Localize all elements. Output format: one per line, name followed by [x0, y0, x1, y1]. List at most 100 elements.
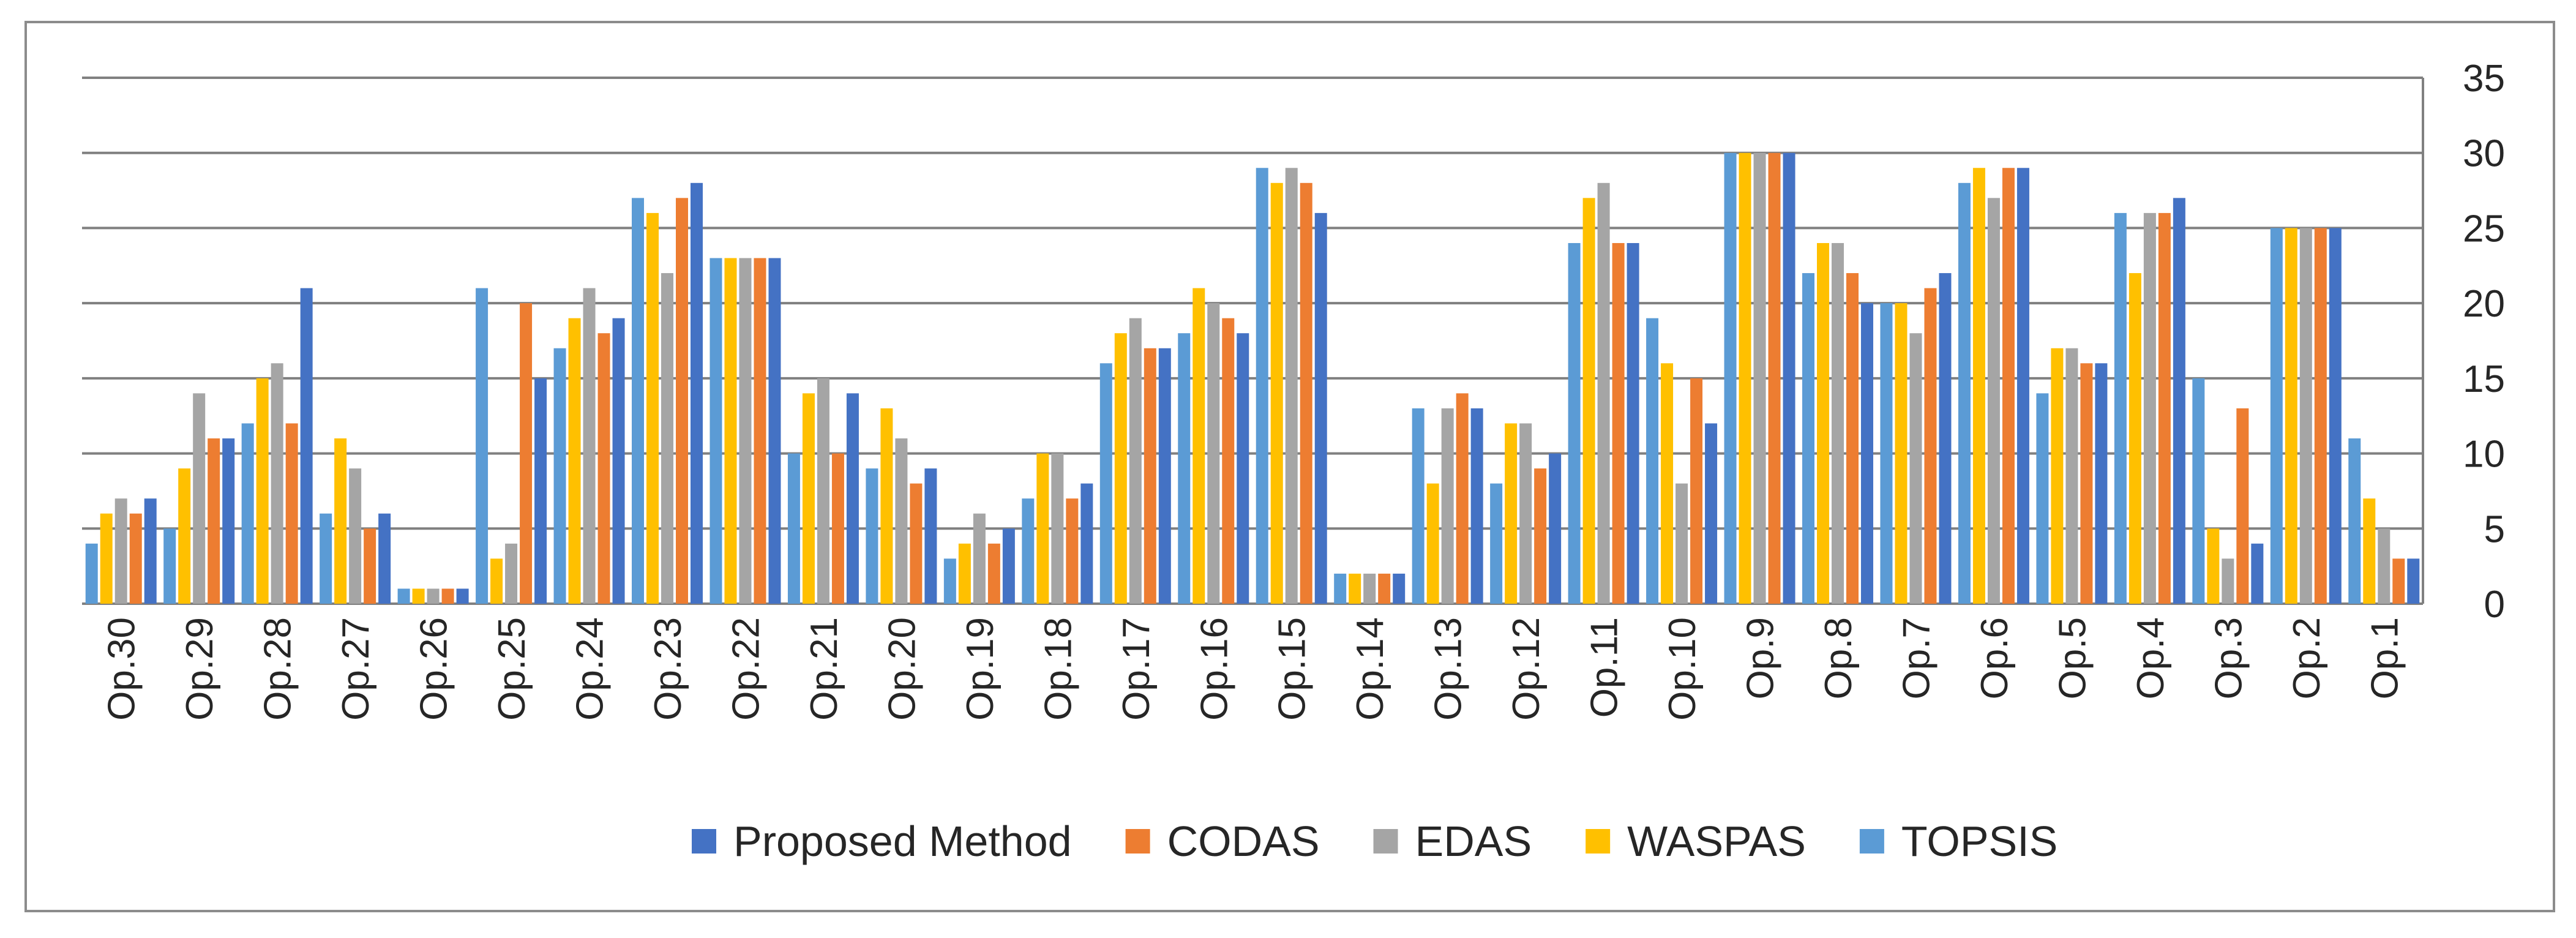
x-category-label: Op.5 — [2051, 617, 2094, 699]
bar-codas-op1 — [2392, 558, 2405, 604]
bar-topsis-op7 — [1880, 303, 1893, 604]
y-tick-label: 15 — [2463, 358, 2505, 400]
bar-topsis-op10 — [1646, 318, 1659, 604]
bar-edas-op13 — [1441, 408, 1454, 604]
bar-codas-op9 — [1768, 152, 1781, 604]
bar-codas-op7 — [1924, 288, 1937, 604]
bar-edas-op4 — [2143, 212, 2156, 604]
bar-codas-op17 — [1144, 348, 1156, 604]
bar-topsis-op14 — [1334, 573, 1347, 604]
bar-proposed-method-op17 — [1158, 348, 1171, 604]
x-category-label: Op.16 — [1193, 617, 1235, 721]
bar-topsis-op12 — [1490, 483, 1503, 604]
bar-proposed-method-op8 — [1861, 303, 1873, 604]
x-category-label: Op.24 — [569, 617, 612, 721]
bar-proposed-method-op24 — [612, 318, 625, 604]
bar-proposed-method-op20 — [924, 468, 937, 604]
y-tick-label: 25 — [2463, 208, 2505, 250]
x-category-label: Op.29 — [179, 617, 221, 721]
bar-proposed-method-op12 — [1549, 453, 1562, 604]
bar-waspas-op15 — [1270, 182, 1283, 604]
bar-proposed-method-op1 — [2407, 558, 2420, 604]
bar-topsis-op13 — [1412, 408, 1425, 604]
bar-proposed-method-op16 — [1237, 333, 1249, 604]
bar-proposed-method-op13 — [1470, 408, 1483, 604]
x-category-label: Op.3 — [2207, 617, 2250, 699]
x-category-label: Op.7 — [1895, 617, 1938, 699]
bar-topsis-op25 — [476, 288, 489, 604]
legend-swatch-edas — [1373, 829, 1398, 854]
bar-codas-op14 — [1378, 573, 1391, 604]
bar-edas-op20 — [895, 438, 908, 604]
x-category-label: Op.25 — [491, 617, 533, 721]
x-category-label: Op.2 — [2286, 617, 2328, 699]
x-category-label: Op.17 — [1115, 617, 1158, 721]
x-category-label: Op.18 — [1037, 617, 1079, 721]
bar-topsis-op3 — [2192, 378, 2205, 604]
bar-waspas-op1 — [2363, 498, 2376, 604]
bar-edas-op3 — [2222, 558, 2234, 604]
legend-label-codas: CODAS — [1167, 817, 1320, 865]
bar-waspas-op5 — [2051, 348, 2064, 604]
bar-edas-op16 — [1207, 303, 1220, 604]
bar-proposed-method-op15 — [1314, 212, 1327, 604]
legend-label-proposed-method: Proposed Method — [733, 817, 1072, 865]
bar-proposed-method-op7 — [1939, 273, 1952, 604]
bar-proposed-method-op23 — [691, 182, 703, 604]
bar-waspas-op8 — [1817, 242, 1829, 604]
bar-codas-op22 — [754, 258, 766, 604]
bar-codas-op18 — [1066, 498, 1079, 604]
bar-waspas-op19 — [958, 543, 971, 604]
bar-topsis-op27 — [320, 513, 332, 604]
bar-waspas-op20 — [880, 408, 893, 604]
x-category-label: Op.6 — [1974, 617, 2016, 699]
bar-edas-op15 — [1285, 168, 1298, 604]
x-category-label: Op.19 — [959, 617, 1002, 721]
y-tick-label: 20 — [2463, 283, 2505, 325]
bar-codas-op3 — [2236, 408, 2249, 604]
bar-waspas-op27 — [334, 438, 347, 604]
bars — [85, 152, 2420, 604]
bar-topsis-op19 — [943, 558, 956, 604]
bar-waspas-op24 — [568, 318, 581, 604]
bar-topsis-op4 — [2114, 212, 2127, 604]
x-category-label: Op.13 — [1428, 617, 1470, 721]
y-axis-ticks: 0 5 10 15 20 25 30 35 — [2463, 58, 2505, 626]
bar-edas-op14 — [1363, 573, 1376, 604]
bar-edas-op23 — [661, 273, 673, 604]
bar-codas-op2 — [2314, 228, 2327, 604]
bar-topsis-op26 — [397, 588, 410, 604]
bar-codas-op26 — [441, 588, 454, 604]
x-category-label: Op.27 — [335, 617, 377, 721]
bar-waspas-op17 — [1114, 333, 1127, 604]
x-category-label: Op.10 — [1661, 617, 1704, 721]
x-category-label: Op.9 — [1740, 617, 1782, 699]
legend-swatch-proposed-method — [692, 829, 716, 854]
bar-edas-op21 — [817, 378, 829, 604]
bar-waspas-op22 — [724, 258, 737, 604]
bar-codas-op30 — [129, 513, 142, 604]
bar-topsis-op11 — [1568, 242, 1581, 604]
bar-codas-op4 — [2158, 212, 2171, 604]
bar-topsis-op18 — [1022, 498, 1035, 604]
bar-waspas-op30 — [100, 513, 113, 604]
bar-topsis-op22 — [710, 258, 722, 604]
bar-proposed-method-op4 — [2173, 198, 2185, 604]
bar-proposed-method-op18 — [1080, 483, 1093, 604]
bar-edas-op28 — [271, 363, 283, 604]
bar-codas-op13 — [1456, 393, 1469, 604]
bar-edas-op22 — [739, 258, 752, 604]
bar-codas-op8 — [1846, 273, 1859, 604]
bar-edas-op17 — [1129, 318, 1142, 604]
bar-topsis-op8 — [1802, 273, 1814, 604]
bar-waspas-op16 — [1193, 288, 1205, 604]
bar-topsis-op17 — [1099, 363, 1112, 604]
bar-topsis-op16 — [1178, 333, 1191, 604]
bar-edas-op19 — [973, 513, 986, 604]
bar-topsis-op24 — [553, 348, 566, 604]
x-category-label: Op.4 — [2130, 617, 2172, 699]
bar-edas-op1 — [2378, 528, 2391, 604]
x-category-label: Op.1 — [2364, 617, 2406, 699]
bar-waspas-op7 — [1895, 303, 1908, 604]
bar-edas-op29 — [193, 393, 206, 604]
